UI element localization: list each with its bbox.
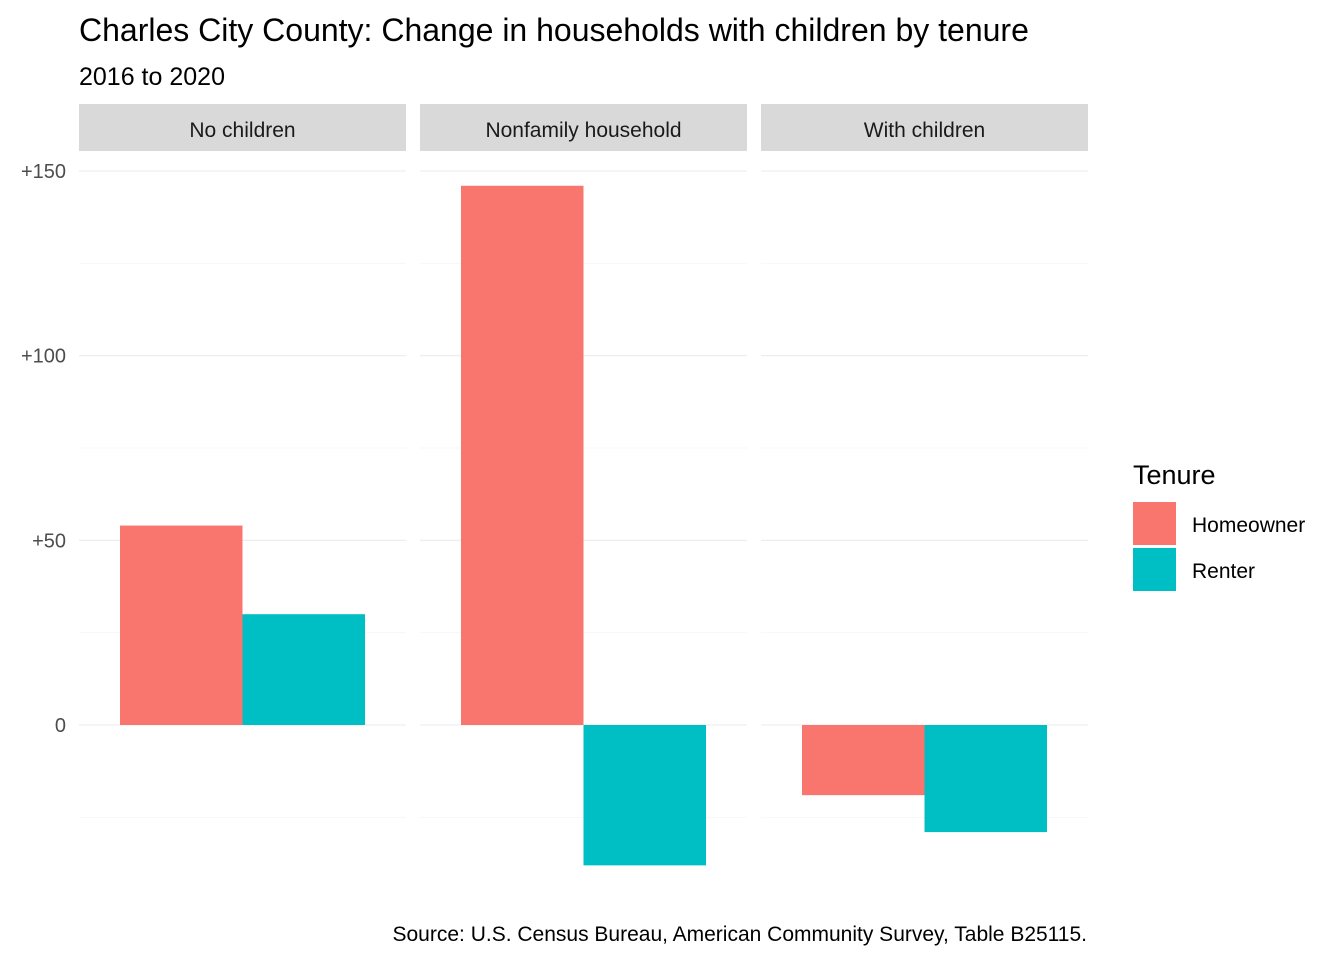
bar-renter-3 bbox=[924, 725, 1047, 833]
y-tick-label: +100 bbox=[21, 346, 66, 368]
bar-homeowner-2 bbox=[461, 185, 584, 726]
bar-homeowner-3 bbox=[802, 725, 925, 796]
bar-homeowner-1 bbox=[120, 525, 243, 725]
facet-label: With children bbox=[864, 119, 985, 142]
facet-strip-3 bbox=[761, 104, 1088, 151]
plot-area: No children Nonfamily household With child… bbox=[21, 104, 1088, 866]
chart-caption: Source: U.S. Census Bureau, American Com… bbox=[392, 923, 1087, 946]
legend-title: Tenure bbox=[1133, 460, 1216, 490]
y-tick-label: +50 bbox=[32, 530, 66, 552]
bar-renter-1 bbox=[242, 614, 365, 725]
legend-label: Renter bbox=[1192, 560, 1255, 583]
legend-key-renter bbox=[1133, 548, 1176, 591]
y-tick-label: 0 bbox=[55, 715, 66, 737]
chart-title: Charles City County: Change in household… bbox=[79, 12, 1029, 48]
legend: Tenure Homeowner Renter bbox=[1133, 460, 1305, 591]
facet-label: Nonfamily household bbox=[485, 119, 681, 142]
chart-subtitle: 2016 to 2020 bbox=[79, 63, 225, 91]
facet-strip-2 bbox=[420, 104, 747, 151]
y-tick-label: +150 bbox=[21, 161, 66, 183]
legend-label: Homeowner bbox=[1192, 514, 1305, 537]
legend-key-homeowner bbox=[1133, 502, 1176, 545]
facet-label: No children bbox=[189, 119, 295, 142]
facet-strip-1 bbox=[79, 104, 406, 151]
bar-renter-2 bbox=[583, 725, 706, 866]
